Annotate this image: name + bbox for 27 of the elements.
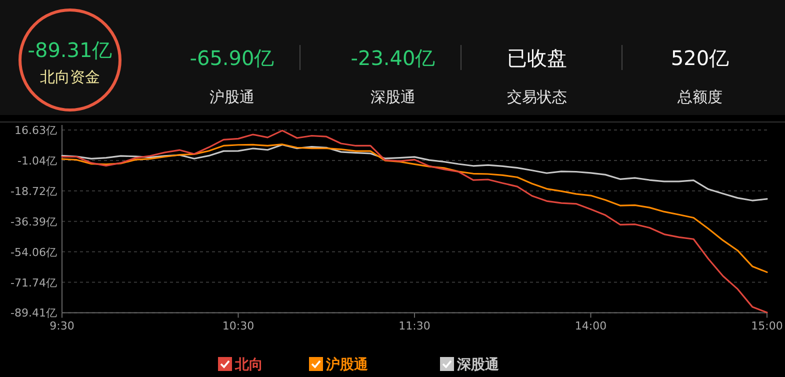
y-tick-label: -18.72亿: [10, 184, 57, 198]
text: -65.90亿: [190, 46, 274, 70]
x-tick-label: 14:00: [574, 320, 607, 333]
line-series: [61, 144, 768, 202]
text: -89.31亿: [28, 38, 112, 62]
legend-label: 沪股通: [325, 356, 369, 373]
text: -23.40亿: [350, 46, 436, 70]
x-tick-label: 15:00: [751, 320, 783, 333]
y-tick-label: -71.74亿: [10, 276, 57, 290]
text: 520亿: [670, 46, 730, 70]
legend-label: 深股通: [456, 356, 500, 373]
y-tick-label: -89.41亿: [10, 306, 57, 320]
text: 北向资金: [40, 68, 100, 86]
text: 总额度: [676, 88, 722, 106]
text: 深股通: [370, 88, 416, 106]
x-tick-label: 10:30: [222, 320, 254, 333]
y-tick-label: -54.06亿: [10, 246, 57, 259]
legend-label: 北向: [234, 357, 263, 373]
line-series: [61, 144, 768, 273]
x-tick-label: 9:30: [50, 320, 74, 333]
x-tick-label: 11:30: [398, 320, 430, 333]
text: 交易状态: [507, 88, 567, 106]
text: 已收盘: [507, 46, 567, 70]
y-tick-label: -1.04亿: [18, 154, 57, 168]
text: 沪股通: [210, 88, 254, 106]
y-tick-label: 16.63亿: [14, 124, 57, 137]
y-tick-label: -36.39亿: [10, 215, 57, 228]
